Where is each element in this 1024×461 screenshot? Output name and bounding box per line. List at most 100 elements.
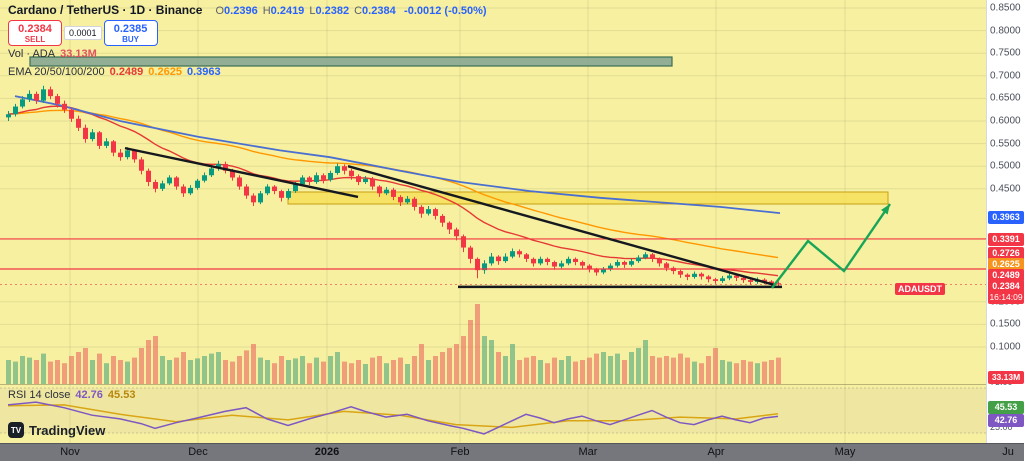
price-tick: 0.5500 xyxy=(990,138,1021,150)
volume-bar xyxy=(97,353,102,384)
candle-body xyxy=(104,141,109,146)
volume-bar xyxy=(482,336,487,384)
volume-bar xyxy=(517,360,522,384)
volume-bar xyxy=(132,357,137,384)
candle-body xyxy=(454,229,459,237)
volume-bar xyxy=(41,353,46,384)
volume-bar xyxy=(692,361,697,384)
candle-body xyxy=(188,187,193,194)
candle-body xyxy=(230,170,235,178)
time-tick: Dec xyxy=(188,446,208,458)
candle-body xyxy=(20,99,25,107)
volume-bar xyxy=(426,360,431,384)
open-value: 0.2396 xyxy=(224,5,258,17)
volume-bar xyxy=(363,364,368,384)
volume-bar xyxy=(195,358,200,384)
candle-body xyxy=(538,258,543,264)
volume-bar xyxy=(342,361,347,384)
volume-bar xyxy=(566,356,571,384)
volume-bar xyxy=(55,360,60,384)
candle-body xyxy=(335,166,340,173)
candle-body xyxy=(545,258,550,263)
candle-body xyxy=(440,215,445,223)
volume-bar xyxy=(461,336,466,384)
volume-bar xyxy=(216,352,221,384)
rsi-tick: 25.00 xyxy=(990,422,1013,432)
price-tick: 0.8000 xyxy=(990,25,1021,37)
volume-bar xyxy=(776,357,781,384)
rsi-value-chip: 45.53 xyxy=(988,401,1024,414)
volume-bar xyxy=(286,360,291,384)
candle-body xyxy=(713,279,718,282)
volume-bar xyxy=(699,363,704,384)
price-tick: 0.7000 xyxy=(990,70,1021,82)
volume-bar xyxy=(706,356,711,384)
candle-body xyxy=(139,159,144,171)
volume-bar xyxy=(741,360,746,384)
volume-bar xyxy=(601,352,606,384)
candle-body xyxy=(237,177,242,187)
buy-label: BUY xyxy=(122,35,139,44)
ema200-line xyxy=(14,95,781,214)
candle-body xyxy=(132,150,137,160)
ema200-value: 0.3963 xyxy=(186,66,221,78)
candle-body xyxy=(468,247,473,259)
volume-legend[interactable]: Vol · ADA 33.13M xyxy=(8,48,97,60)
tradingview-logo[interactable]: TV TradingView xyxy=(8,422,105,438)
candle-body xyxy=(482,263,487,271)
volume-bar xyxy=(524,357,529,384)
volume-bar xyxy=(587,357,592,384)
target-zone-rectangle xyxy=(287,191,889,205)
time-axis[interactable]: Nov Dec 2026 Feb Mar Apr May Ju xyxy=(0,443,1024,461)
volume-bar xyxy=(412,356,417,384)
candle-body xyxy=(405,198,410,203)
candle-body xyxy=(314,175,319,183)
candle-body xyxy=(433,209,438,216)
symbol-title[interactable]: Cardano / TetherUS · 1D · Binance xyxy=(8,3,203,17)
volume-bar xyxy=(608,356,613,384)
candle-body xyxy=(734,275,739,278)
rsi-value: 42.76 xyxy=(75,389,103,401)
volume-bar xyxy=(153,336,158,384)
candle-body xyxy=(727,275,732,279)
sell-button[interactable]: 0.2384 SELL xyxy=(8,20,62,46)
close-label: C xyxy=(354,5,363,17)
spread-value: 0.0001 xyxy=(64,26,102,40)
countdown-timer: 16:14:09 xyxy=(989,292,1023,302)
volume-bar xyxy=(685,357,690,384)
volume-bar xyxy=(769,360,774,384)
time-tick: Ju xyxy=(1002,446,1014,458)
volume-bar xyxy=(62,363,67,384)
volume-bar xyxy=(454,344,459,384)
candle-body xyxy=(622,262,627,265)
time-tick: Nov xyxy=(60,446,80,458)
buy-button[interactable]: 0.2385 BUY xyxy=(103,20,158,46)
candle-body xyxy=(83,127,88,140)
volume-bar xyxy=(398,357,403,384)
candle-body xyxy=(615,262,620,266)
volume-bar xyxy=(377,356,382,384)
volume-bar xyxy=(734,363,739,384)
volume-bar xyxy=(755,363,760,384)
volume-bar xyxy=(335,352,340,384)
candle-body xyxy=(69,109,74,119)
projection-line xyxy=(771,203,891,289)
candle-body xyxy=(524,254,529,259)
volume-bar xyxy=(293,358,298,384)
rsi-legend[interactable]: RSI 14 close 42.76 45.53 xyxy=(8,389,135,401)
candle-body xyxy=(699,273,704,277)
chart-canvas[interactable]: ADAUSDT xyxy=(0,0,986,443)
candle-body xyxy=(559,263,564,267)
ema-legend[interactable]: EMA 20/50/100/200 0.2489 0.2625 0.3963 xyxy=(8,66,221,78)
volume-bar xyxy=(83,348,88,384)
candle-body xyxy=(580,262,585,266)
sell-price: 0.2384 xyxy=(18,23,52,35)
open-label: O xyxy=(215,5,225,17)
ema50-value: 0.2625 xyxy=(148,66,182,78)
volume-bar xyxy=(538,360,543,384)
volume-bar xyxy=(139,348,144,384)
volume-bar xyxy=(279,356,284,384)
volume-bar xyxy=(713,348,718,384)
candle-body xyxy=(657,258,662,264)
price-axis[interactable]: 0.8500 0.8000 0.7500 0.7000 0.6500 0.6000 0.55… xyxy=(986,0,1024,443)
